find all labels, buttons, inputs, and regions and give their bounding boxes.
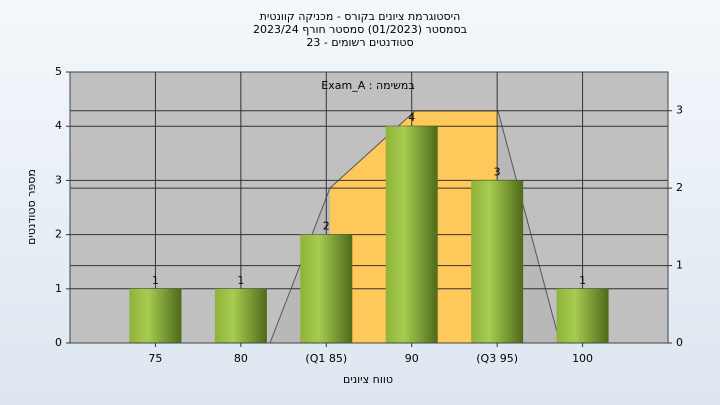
y2-tick-label: 3 [676, 104, 683, 117]
x-tick-label: (Q1 85) [305, 352, 347, 365]
bar [385, 126, 438, 343]
title-line: בסמסטר (01/2023) סמסטר חורף 2023/24 [253, 23, 467, 36]
y-tick-label: 4 [55, 119, 62, 132]
x-tick-label: 80 [234, 352, 248, 365]
y-tick-label: 5 [55, 65, 62, 78]
data-label: 4 [408, 111, 415, 124]
data-label: 1 [152, 274, 159, 287]
annotation: במשימה : Exam_A [321, 79, 414, 92]
y2-tick-label: 0 [676, 336, 683, 349]
bar [214, 288, 267, 343]
x-tick-label: 100 [572, 352, 593, 365]
data-label: 1 [579, 274, 586, 287]
x-axis-label: טווח ציונים [343, 373, 393, 386]
y2-tick-label: 1 [676, 259, 683, 272]
data-label: 1 [237, 274, 244, 287]
plot-border [69, 71, 669, 344]
y2-tick-label: 2 [676, 181, 683, 194]
data-label: 2 [323, 220, 330, 233]
title-line: סטודנטים רשומים - 23 [306, 36, 413, 49]
bar [300, 234, 353, 343]
bar [129, 288, 182, 343]
x-tick-label: 75 [148, 352, 162, 365]
y-tick-label: 1 [55, 282, 62, 295]
x-tick-label: (Q3 95) [476, 352, 518, 365]
y-tick-label: 0 [55, 336, 62, 349]
title-line: היסטוגרמת ציונים בקורס - מכניקה קוונטית [260, 10, 461, 23]
data-label: 3 [494, 165, 501, 178]
x-tick-label: 90 [405, 352, 419, 365]
y-axis-label: מספר סטודנטים [25, 169, 38, 245]
y-tick-label: 2 [55, 228, 62, 241]
y-tick-label: 3 [55, 173, 62, 186]
bar [556, 288, 609, 343]
bar [471, 180, 524, 343]
